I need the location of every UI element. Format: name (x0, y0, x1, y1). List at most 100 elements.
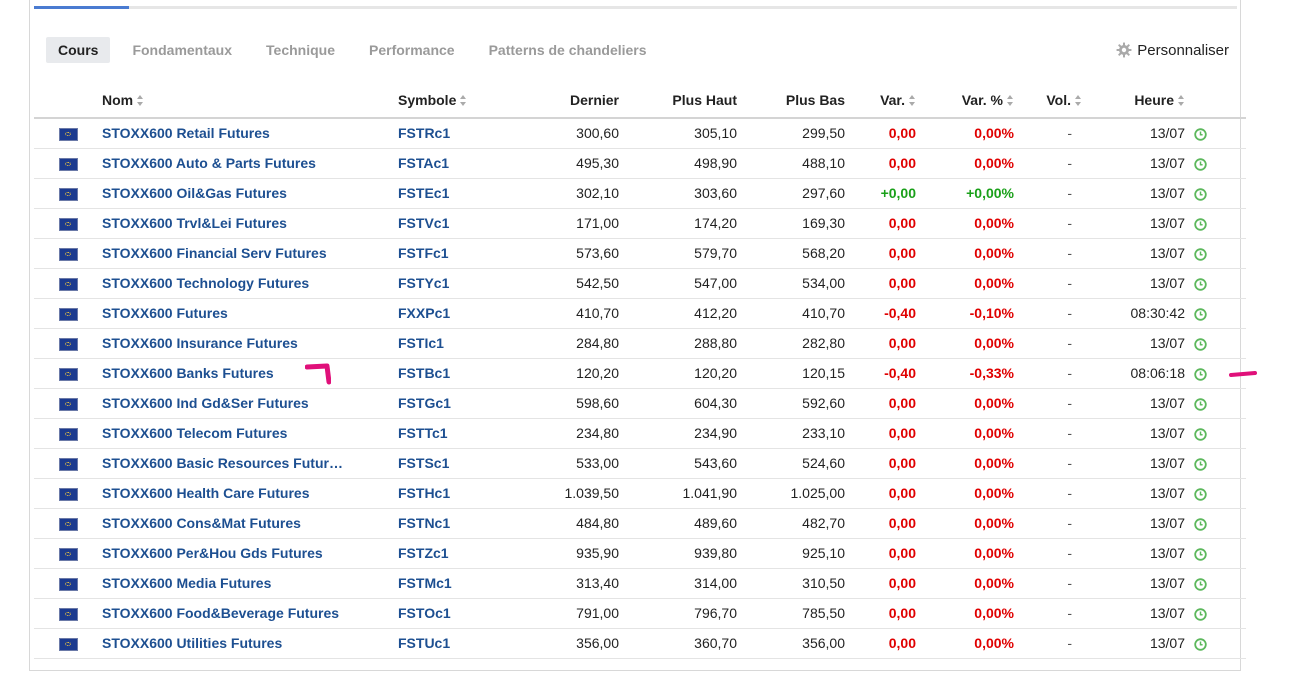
row-symbol-cell: FSTUc1 (398, 628, 508, 658)
instrument-name-link[interactable]: STOXX600 Oil&Gas Futures (102, 185, 287, 201)
instrument-name-link[interactable]: STOXX600 Auto & Parts Futures (102, 155, 316, 171)
instrument-symbol-link[interactable]: FSTAc1 (398, 155, 450, 171)
header-last[interactable]: Dernier (508, 82, 619, 118)
table-row[interactable]: STOXX600 Auto & Parts Futures FSTAc1 495,3… (34, 148, 1246, 178)
low-price: 568,20 (802, 245, 845, 261)
instrument-name-link[interactable]: STOXX600 Utilities Futures (102, 635, 283, 651)
eu-flag-icon (58, 337, 78, 351)
low-price: 120,15 (802, 365, 845, 381)
instrument-symbol-link[interactable]: FSTMc1 (398, 575, 452, 591)
tab-fondamentaux[interactable]: Fondamentaux (132, 42, 233, 58)
header-time[interactable]: Heure (1082, 82, 1185, 118)
header-high[interactable]: Plus Haut (619, 82, 737, 118)
row-name-cell: STOXX600 Trvl&Lei Futures (102, 208, 398, 238)
instrument-symbol-link[interactable]: FSTRc1 (398, 125, 451, 142)
table-row[interactable]: STOXX600 Utilities Futures FSTUc1 356,00 36… (34, 628, 1246, 658)
change-value: -0,40 (884, 365, 916, 381)
customize-button[interactable]: Personnaliser (1116, 39, 1229, 61)
eu-flag-icon (58, 307, 78, 321)
instrument-name-link[interactable]: STOXX600 Insurance Futures (102, 335, 298, 351)
instrument-name-link[interactable]: STOXX600 Media Futures (102, 575, 272, 591)
instrument-symbol-link[interactable]: FSTGc1 (398, 395, 451, 411)
instrument-symbol-link[interactable]: FSTEc1 (398, 185, 450, 201)
table-row[interactable]: STOXX600 Cons&Mat Futures FSTNc1 484,80 489… (34, 508, 1246, 538)
instrument-symbol-link[interactable]: FSTBc1 (398, 365, 451, 381)
table-row[interactable]: STOXX600 Oil&Gas Futures FSTEc1 302,10 303,… (34, 178, 1246, 208)
last-price: 791,00 (576, 605, 619, 621)
table-row[interactable]: STOXX600 Media Futures FSTMc1 313,40 314,00… (34, 568, 1246, 598)
header-name[interactable]: Nom (102, 82, 398, 118)
row-name-cell: STOXX600 Auto & Parts Futures (102, 148, 398, 178)
last-price: 171,00 (576, 215, 619, 231)
tab-patterns-de-chandeliers[interactable]: Patterns de chandeliers (488, 42, 647, 58)
row-flag-cell (34, 238, 102, 268)
table-row[interactable]: STOXX600 Retail Futures FSTRc1 300,60 305,1… (34, 118, 1246, 148)
instrument-symbol-link[interactable]: FSTSc1 (398, 455, 450, 471)
instrument-name-link[interactable]: STOXX600 Food&Beverage Futures (102, 605, 340, 621)
instrument-name-link[interactable]: STOXX600 Futures (102, 305, 228, 321)
instrument-symbol-link[interactable]: FSTFc1 (398, 245, 449, 261)
time-value: 13/07 (1149, 635, 1185, 651)
instrument-name-link[interactable]: STOXX600 Ind Gd&Ser Futures (102, 395, 309, 411)
header-high-label: Plus Haut (672, 91, 737, 108)
change-value: 0,00 (888, 575, 916, 591)
header-change[interactable]: Var. (845, 82, 916, 118)
table-row[interactable]: STOXX600 Financial Serv Futures FSTFc1 573… (34, 238, 1246, 268)
header-last-label: Dernier (569, 91, 619, 108)
tab-cours[interactable]: Cours (46, 37, 111, 63)
table-row[interactable]: STOXX600 Futures FXXPc1 410,70 412,20 410,70… (34, 298, 1246, 328)
header-change-pct[interactable]: Var. % (916, 82, 1014, 118)
instrument-symbol-link[interactable]: FSTYc1 (398, 275, 450, 291)
table-row[interactable]: STOXX600 Ind Gd&Ser Futures FSTGc1 598,60 6… (34, 388, 1246, 418)
tab-technique[interactable]: Technique (266, 42, 335, 58)
instrument-name-link[interactable]: STOXX600 Telecom Futures (102, 425, 288, 441)
table-row[interactable]: STOXX600 Banks Futures FSTBc1 120,20 120,20… (34, 358, 1246, 388)
clock-icon (1194, 188, 1207, 201)
instrument-symbol-link[interactable]: FSTOc1 (398, 605, 451, 621)
row-status-cell (1185, 358, 1246, 388)
change-value: 0,00 (888, 425, 916, 441)
instrument-name-link[interactable]: STOXX600 Trvl&Lei Futures (102, 215, 287, 231)
instrument-name-link[interactable]: STOXX600 Per&Hou Gds Futures (102, 545, 323, 561)
instrument-name-link[interactable]: STOXX600 Cons&Mat Futures (102, 515, 301, 531)
clock-icon (1194, 398, 1207, 411)
table-row[interactable]: STOXX600 Per&Hou Gds Futures FSTZc1 935,90… (34, 538, 1246, 568)
table-row[interactable]: STOXX600 Health Care Futures FSTHc1 1.039,… (34, 478, 1246, 508)
change-percent: 0,00% (974, 455, 1014, 471)
annotation-mark (305, 363, 331, 385)
header-volume[interactable]: Vol. (1014, 82, 1082, 118)
row-symbol-cell: FSTFc1 (398, 238, 508, 268)
table-row[interactable]: STOXX600 Basic Resources Futur… FSTSc1 533… (34, 448, 1246, 478)
high-price: 303,60 (694, 185, 737, 201)
instrument-symbol-link[interactable]: FSTHc1 (398, 485, 451, 501)
instrument-symbol-link[interactable]: FSTNc1 (398, 515, 451, 531)
header-low[interactable]: Plus Bas (737, 82, 845, 118)
row-symbol-cell: FSTMc1 (398, 568, 508, 598)
table-row[interactable]: STOXX600 Trvl&Lei Futures FSTVc1 171,00 174… (34, 208, 1246, 238)
instrument-symbol-link[interactable]: FSTIc1 (398, 335, 444, 351)
tab-performance[interactable]: Performance (369, 42, 455, 58)
instrument-symbol-link[interactable]: FSTTc1 (398, 425, 448, 441)
quotes-panel (29, 0, 1241, 671)
sort-icon (1075, 95, 1082, 107)
table-row[interactable]: STOXX600 Food&Beverage Futures FSTOc1 791,… (34, 598, 1246, 628)
instrument-name-link[interactable]: STOXX600 Basic Resources Futur… (102, 455, 343, 471)
instrument-name-link[interactable]: STOXX600 Health Care Futures (102, 485, 310, 501)
instrument-name-link[interactable]: STOXX600 Retail Futures (102, 125, 270, 142)
instrument-symbol-link[interactable]: FSTZc1 (398, 545, 449, 561)
instrument-symbol-link[interactable]: FXXPc1 (398, 305, 451, 321)
volume-value: - (1067, 425, 1072, 441)
row-status-cell (1185, 238, 1246, 268)
sort-icon (1178, 95, 1185, 107)
header-time-label: Heure (1134, 91, 1174, 108)
instrument-name-link[interactable]: STOXX600 Financial Serv Futures (102, 245, 327, 261)
table-row[interactable]: STOXX600 Telecom Futures FSTTc1 234,80 234,… (34, 418, 1246, 448)
table-row[interactable]: STOXX600 Insurance Futures FSTIc1 284,80 28… (34, 328, 1246, 358)
header-symbol[interactable]: Symbole (398, 82, 508, 118)
last-price: 495,30 (576, 155, 619, 171)
instrument-symbol-link[interactable]: FSTVc1 (398, 215, 450, 231)
table-row[interactable]: STOXX600 Technology Futures FSTYc1 542,50 5… (34, 268, 1246, 298)
instrument-symbol-link[interactable]: FSTUc1 (398, 635, 451, 651)
change-value: 0,00 (888, 125, 916, 142)
instrument-name-link[interactable]: STOXX600 Technology Futures (102, 275, 310, 291)
